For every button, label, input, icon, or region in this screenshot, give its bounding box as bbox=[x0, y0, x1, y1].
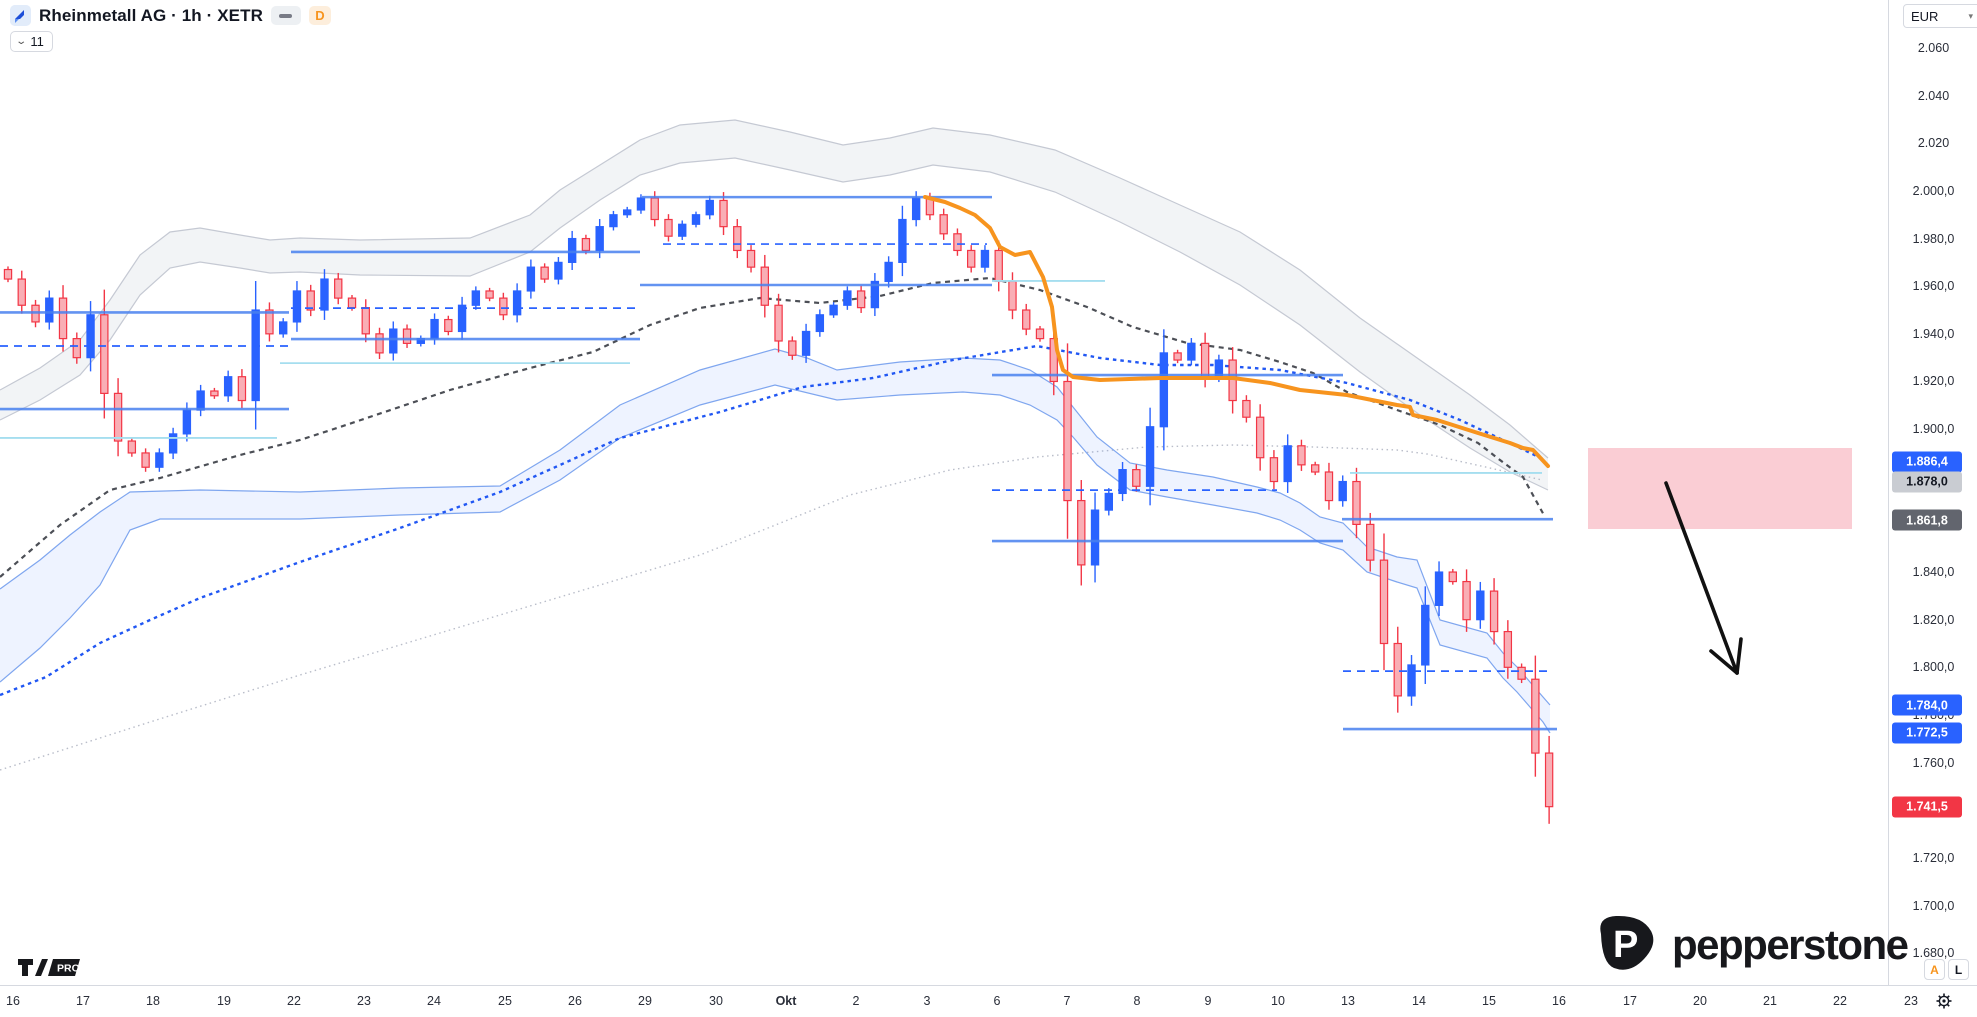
minus-icon bbox=[279, 13, 293, 18]
price-tick: 2.000,0 bbox=[1912, 183, 1955, 198]
price-badge: 1.741,5 bbox=[1892, 796, 1962, 818]
time-tick: 15 bbox=[1482, 994, 1496, 1008]
svg-text:P: P bbox=[1613, 924, 1638, 966]
pepperstone-logo: P pepperstone bbox=[1594, 912, 1909, 978]
price-tick: 1.680,0 bbox=[1912, 946, 1955, 961]
price-tick: 1.720,0 bbox=[1912, 850, 1955, 865]
pepperstone-mark-icon: P bbox=[1600, 915, 1654, 970]
time-tick: 20 bbox=[1693, 994, 1707, 1008]
price-tick: 2.020 bbox=[1917, 136, 1950, 151]
time-tick: 30 bbox=[709, 994, 723, 1008]
time-tick: 25 bbox=[498, 994, 512, 1008]
price-tick: 2.060 bbox=[1917, 41, 1950, 55]
time-tick: 24 bbox=[427, 994, 441, 1008]
indicator-count-label: 11 bbox=[30, 34, 44, 49]
time-tick: 7 bbox=[1063, 994, 1071, 1008]
candles-layer bbox=[3, 191, 1554, 824]
time-tick: 22 bbox=[1833, 994, 1847, 1008]
price-tick: 1.800,0 bbox=[1912, 660, 1955, 675]
pink-zone[interactable] bbox=[1588, 448, 1852, 529]
chart-canvas[interactable] bbox=[0, 0, 1888, 985]
time-tick: 10 bbox=[1271, 994, 1285, 1008]
time-tick: 16 bbox=[1552, 994, 1566, 1008]
support-resistance-lines bbox=[0, 195, 1557, 731]
time-axis[interactable]: 16 17 18 19 22 23 24 25 26 29 30 Okt 2 3 6 7 8 9 10 13 14 15 1… bbox=[0, 985, 1977, 1017]
time-tick: 6 bbox=[993, 994, 1001, 1008]
time-tick: 23 bbox=[357, 994, 371, 1008]
time-tick: 9 bbox=[1204, 994, 1212, 1008]
down-arrow[interactable] bbox=[1664, 481, 1739, 675]
symbol-title[interactable]: Rheinmetall AG · 1h · XETR bbox=[39, 5, 263, 25]
time-tick: 26 bbox=[568, 994, 582, 1008]
tradingview-logo[interactable]: PRO bbox=[16, 956, 112, 987]
pepperstone-wordmark: pepperstone bbox=[1672, 921, 1909, 968]
time-tick: 23 bbox=[1904, 994, 1918, 1008]
price-tick: 1.920,0 bbox=[1912, 374, 1955, 389]
time-tick: 14 bbox=[1412, 994, 1426, 1008]
currency-label: EUR bbox=[1911, 8, 1939, 24]
hidden-indicator-pill[interactable] bbox=[270, 6, 301, 25]
indicator-black-dashed-ma bbox=[0, 276, 1546, 578]
log-scale-button[interactable]: L bbox=[1948, 959, 1969, 980]
time-tick: 21 bbox=[1763, 994, 1777, 1008]
time-tick: 2 bbox=[852, 994, 860, 1008]
annotations-layer bbox=[1588, 448, 1852, 675]
time-tick: 29 bbox=[638, 994, 652, 1008]
price-tick: 1.940,0 bbox=[1912, 326, 1955, 341]
price-tick: 1.900,0 bbox=[1912, 422, 1955, 437]
indicator-gray-band bbox=[0, 119, 1549, 491]
tv-pro-badge: PRO bbox=[48, 959, 80, 976]
gear-icon[interactable] bbox=[1932, 991, 1956, 1011]
indicator-count-dropdown[interactable]: ⌄ 11 bbox=[10, 31, 53, 52]
auto-scale-button[interactable]: A bbox=[1924, 959, 1945, 980]
price-badge: 1.772,5 bbox=[1892, 722, 1962, 744]
price-badge: 1.861,8 bbox=[1892, 509, 1962, 531]
time-tick: 16 bbox=[6, 994, 20, 1008]
svg-text:PRO: PRO bbox=[57, 963, 80, 975]
currency-selector[interactable]: EUR ▾ bbox=[1903, 4, 1977, 28]
price-tick: 1.760,0 bbox=[1912, 755, 1955, 770]
chevron-down-icon: ▾ bbox=[1968, 10, 1973, 21]
price-tick: 1.960,0 bbox=[1912, 279, 1955, 294]
price-badge: 1.886,4 bbox=[1892, 451, 1962, 472]
time-tick: Okt bbox=[775, 994, 797, 1008]
price-tick: 1.820,0 bbox=[1912, 612, 1955, 627]
chevron-down-icon: ⌄ bbox=[15, 36, 28, 47]
time-tick: 3 bbox=[923, 994, 931, 1008]
price-badge: 1.784,0 bbox=[1892, 694, 1962, 716]
price-badge: 1.878,0 bbox=[1892, 471, 1962, 493]
time-tick: 22 bbox=[287, 994, 301, 1008]
price-tick: 2.040 bbox=[1917, 88, 1950, 103]
time-tick: 18 bbox=[146, 994, 160, 1008]
time-tick: 8 bbox=[1133, 994, 1141, 1008]
price-tick: 1.980,0 bbox=[1912, 231, 1955, 246]
interval-badge[interactable]: D bbox=[308, 6, 331, 25]
price-axis[interactable]: EUR ▾ 2.060 2.040 2.020 2.000,0 1.980,0 1.960… bbox=[1888, 0, 1977, 985]
indicator-orange-ma bbox=[923, 195, 1550, 468]
price-tick: 1.840,0 bbox=[1912, 565, 1955, 580]
time-tick: 19 bbox=[217, 994, 231, 1008]
price-tick: 1.700,0 bbox=[1912, 898, 1955, 913]
chart-header: Rheinmetall AG · 1h · XETR D bbox=[10, 5, 331, 26]
indicator-gray-dotted-ma bbox=[0, 444, 1543, 771]
time-tick: 13 bbox=[1341, 994, 1355, 1008]
time-tick: 17 bbox=[1623, 994, 1637, 1008]
time-tick: 17 bbox=[76, 994, 90, 1008]
symbol-logo-icon[interactable] bbox=[10, 5, 31, 26]
